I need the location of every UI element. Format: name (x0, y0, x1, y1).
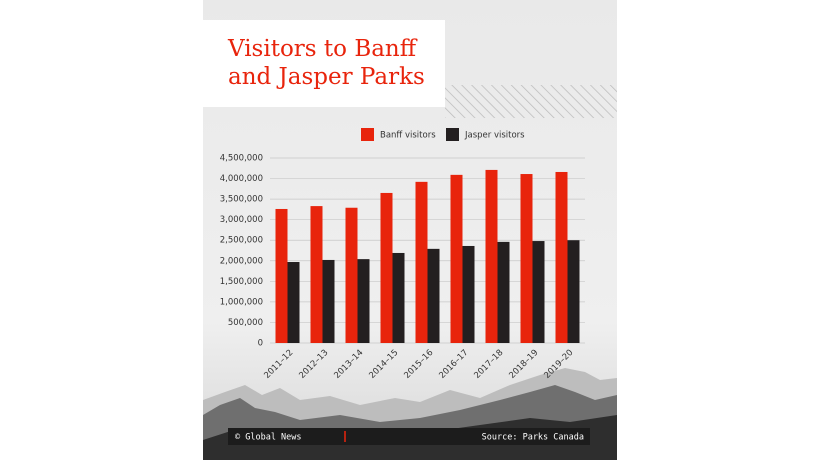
bar (415, 181, 428, 343)
legend-swatch (361, 128, 374, 141)
y-tick-label: 0 (258, 339, 263, 349)
y-tick-label: 3,500,000 (220, 195, 263, 205)
bar (567, 240, 580, 343)
bar (287, 262, 300, 343)
bar (392, 252, 405, 343)
legend-swatch (446, 128, 459, 141)
bar (275, 208, 288, 343)
bar (322, 259, 335, 343)
y-tick-label: 1,000,000 (220, 297, 263, 307)
bar (520, 174, 533, 343)
bar (310, 206, 323, 343)
footer-bar (228, 428, 590, 445)
bar (462, 245, 475, 343)
y-tick-label: 2,000,000 (220, 256, 263, 266)
bar (532, 241, 545, 343)
bar (427, 248, 440, 343)
bar (345, 207, 358, 343)
title-box (203, 20, 445, 107)
bar (497, 241, 510, 343)
y-tick-label: 4,500,000 (220, 154, 263, 164)
bar (380, 192, 393, 343)
y-tick-label: 2,500,000 (220, 236, 263, 246)
footer-credit: © Global News (235, 433, 302, 443)
legend-label: Banff visitors (380, 131, 436, 141)
legend-label: Jasper visitors (464, 131, 525, 141)
footer-source: Source: Parks Canada (482, 433, 584, 443)
y-tick-label: 1,500,000 (220, 277, 263, 287)
y-tick-label: 3,000,000 (220, 215, 263, 225)
chart-title: Visitors to Banff and Jasper Parks (227, 36, 425, 90)
y-tick-label: 4,000,000 (220, 174, 263, 184)
bar (485, 169, 498, 343)
bar (357, 259, 370, 343)
y-tick-label: 500,000 (228, 318, 263, 328)
hatch-decoration (445, 85, 617, 118)
bar (450, 174, 463, 343)
bar (555, 171, 568, 343)
